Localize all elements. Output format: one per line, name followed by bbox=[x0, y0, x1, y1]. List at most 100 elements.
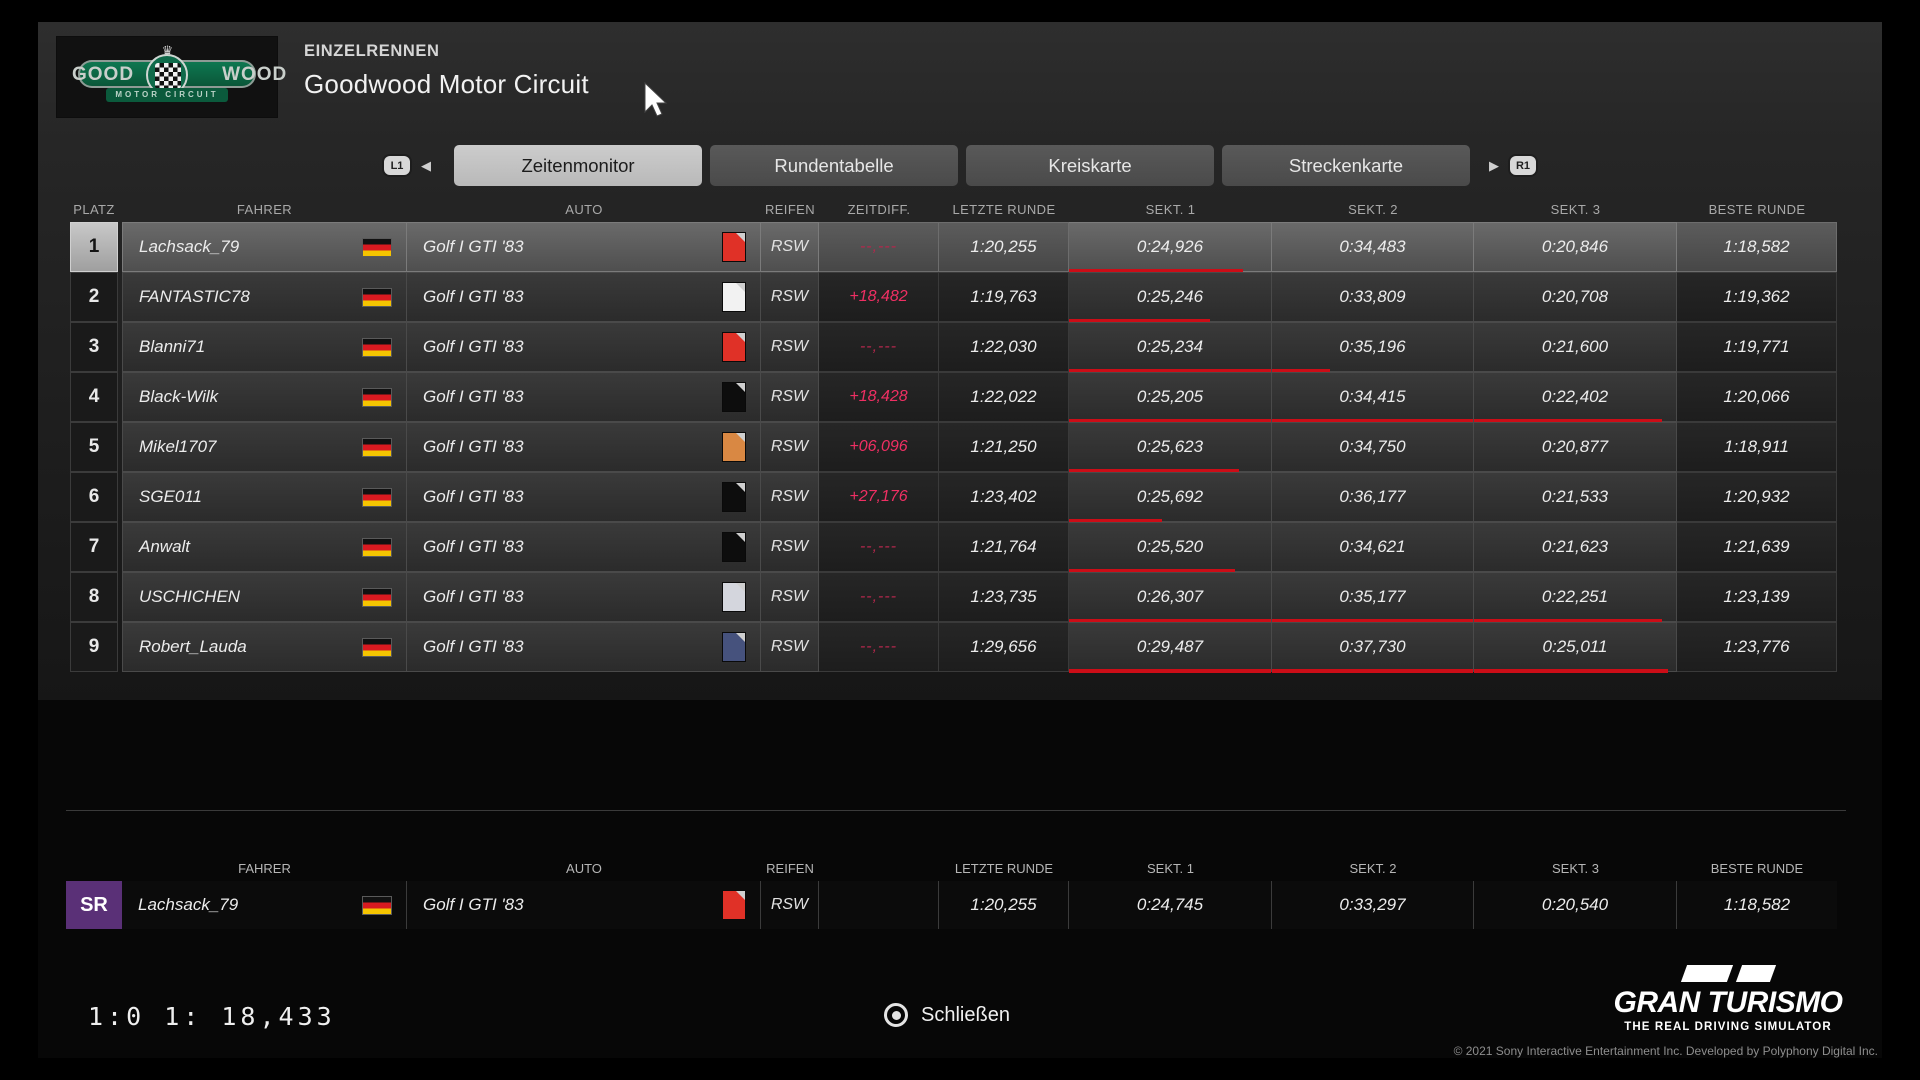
sector-delta-bar bbox=[1069, 419, 1271, 423]
row-best-lap: 1:20,066 bbox=[1677, 372, 1837, 422]
close-button[interactable]: Schließen bbox=[884, 1003, 1010, 1027]
col-platz: PLATZ bbox=[73, 201, 115, 217]
title-block: EINZELRENNEN Goodwood Motor Circuit bbox=[304, 36, 589, 100]
crown-icon: ♛ bbox=[161, 43, 174, 58]
position-badge: 4 bbox=[70, 372, 118, 422]
table-row[interactable]: 9 Robert_Lauda Golf I GTI '83 RSW --,--- 1:29… bbox=[66, 622, 1846, 673]
sector-delta-bar bbox=[1069, 519, 1162, 523]
table-row[interactable]: 4 Black-Wilk Golf I GTI '83 RSW +18,428 1:22,… bbox=[66, 372, 1846, 423]
sector-1-time: 0:25,692 bbox=[1136, 487, 1204, 506]
row-sector-2: 0:34,483 bbox=[1272, 222, 1474, 272]
row-last-lap: 1:23,735 bbox=[939, 572, 1069, 622]
flag-de-icon bbox=[362, 437, 392, 457]
row-sector-3: 0:25,011 bbox=[1474, 622, 1677, 673]
summary-tyre-cell: RSW bbox=[761, 881, 819, 929]
gt-tagline: THE REAL DRIVING SIMULATOR bbox=[1624, 1021, 1832, 1033]
row-position: 7 bbox=[66, 522, 122, 572]
tab-streckenkarte[interactable]: Streckenkarte bbox=[1222, 145, 1470, 186]
row-sector-2: 0:34,621 bbox=[1272, 522, 1474, 572]
row-sector-3: 0:20,846 bbox=[1474, 222, 1677, 272]
sector-2-time: 0:37,730 bbox=[1339, 637, 1406, 656]
row-tyre: RSW bbox=[761, 322, 819, 372]
flag-de-icon bbox=[362, 537, 392, 557]
sum-col-letzte-runde: LETZTE RUNDE bbox=[954, 860, 1054, 876]
sector-delta-bar bbox=[1069, 319, 1211, 323]
row-position: 9 bbox=[66, 622, 122, 672]
flag-de-icon bbox=[362, 637, 392, 657]
row-driver: Lachsack_79 bbox=[122, 222, 407, 272]
car-name: Golf I GTI '83 bbox=[423, 287, 524, 306]
table-row[interactable]: 1 Lachsack_79 Golf I GTI '83 RSW --,--- 1:20,… bbox=[66, 222, 1846, 273]
copyright-text: © 2021 Sony Interactive Entertainment In… bbox=[1453, 1044, 1878, 1058]
summary-s2-cell: 0:33,297 bbox=[1272, 881, 1474, 929]
table-row[interactable]: 6 SGE011 Golf I GTI '83 RSW +27,176 1:23,402 0… bbox=[66, 472, 1846, 523]
sum-col-beste-runde: BESTE RUNDE bbox=[1710, 860, 1804, 876]
driver-name: Blanni71 bbox=[139, 337, 206, 356]
l1-button[interactable]: L1 bbox=[384, 156, 410, 175]
row-position: 2 bbox=[66, 272, 122, 322]
row-position: 1 bbox=[66, 222, 122, 272]
tyre-code: RSW bbox=[770, 388, 809, 405]
sector-1-time: 0:24,926 bbox=[1136, 237, 1204, 256]
last-lap-time: 1:23,402 bbox=[970, 487, 1037, 506]
row-last-lap: 1:20,255 bbox=[939, 222, 1069, 272]
row-tyre: RSW bbox=[761, 222, 819, 272]
row-sector-2: 0:34,415 bbox=[1272, 372, 1474, 423]
driver-name: Anwalt bbox=[139, 537, 191, 556]
table-row[interactable]: 5 Mikel1707 Golf I GTI '83 RSW +06,096 1:21,2… bbox=[66, 422, 1846, 473]
sector-1-time: 0:25,246 bbox=[1136, 287, 1204, 306]
prev-tab-arrow-icon[interactable]: ◀ bbox=[421, 157, 431, 173]
row-driver: Black-Wilk bbox=[122, 372, 407, 422]
sector-3-time: 0:21,533 bbox=[1541, 487, 1609, 506]
table-row[interactable]: 3 Blanni71 Golf I GTI '83 RSW --,--- 1:22,030… bbox=[66, 322, 1846, 373]
table-row[interactable]: 8 USCHICHEN Golf I GTI '83 RSW --,--- 1:23,73… bbox=[66, 572, 1846, 623]
row-sector-2: 0:36,177 bbox=[1272, 472, 1474, 522]
row-tyre: RSW bbox=[761, 622, 819, 672]
gran-turismo-logo: GRAN TURISMO THE REAL DRIVING SIMULATOR bbox=[1613, 965, 1843, 1033]
sector-2-time: 0:33,809 bbox=[1339, 287, 1406, 306]
sector-3-time: 0:21,600 bbox=[1541, 337, 1609, 356]
tab-kreiskarte[interactable]: Kreiskarte bbox=[966, 145, 1214, 186]
car-color-swatch-icon bbox=[722, 582, 746, 612]
lap-clock: 1:0 1: 18,433 bbox=[88, 1002, 336, 1031]
sector-3-time: 0:25,011 bbox=[1542, 637, 1608, 656]
next-tab-arrow-icon[interactable]: ▶ bbox=[1489, 157, 1499, 173]
row-best-lap: 1:21,639 bbox=[1677, 522, 1837, 572]
row-car: Golf I GTI '83 bbox=[407, 572, 761, 622]
summary-driver-name: Lachsack_79 bbox=[138, 895, 239, 914]
row-diff: +18,482 bbox=[819, 272, 939, 322]
flag-de-icon bbox=[362, 587, 392, 607]
sector-2-time: 0:34,621 bbox=[1339, 537, 1406, 556]
r1-button[interactable]: R1 bbox=[1510, 156, 1536, 175]
car-name: Golf I GTI '83 bbox=[423, 387, 524, 406]
sum-col-auto: AUTO bbox=[566, 860, 602, 876]
sector-delta-bar bbox=[1069, 369, 1271, 373]
table-row[interactable]: 7 Anwalt Golf I GTI '83 RSW --,--- 1:21,764 0:… bbox=[66, 522, 1846, 573]
car-name: Golf I GTI '83 bbox=[423, 337, 524, 356]
summary-last-lap-cell: 1:20,255 bbox=[939, 881, 1069, 929]
table-row[interactable]: 2 FANTASTIC78 Golf I GTI '83 RSW +18,482 1:19… bbox=[66, 272, 1846, 323]
best-lap-time: 1:20,932 bbox=[1723, 487, 1790, 506]
flag-de-icon bbox=[362, 387, 392, 407]
row-driver: Blanni71 bbox=[122, 322, 407, 372]
car-name: Golf I GTI '83 bbox=[423, 437, 524, 456]
best-lap-time: 1:23,139 bbox=[1723, 587, 1790, 606]
row-car: Golf I GTI '83 bbox=[407, 222, 761, 272]
row-driver: USCHICHEN bbox=[122, 572, 407, 622]
sr-badge: SR bbox=[66, 881, 122, 929]
tab-zeitenmonitor[interactable]: Zeitenmonitor bbox=[454, 145, 702, 186]
time-difference: --,--- bbox=[859, 588, 898, 605]
sector-delta-bar bbox=[1069, 569, 1235, 573]
sum-col-sekt-3: SEKT. 3 bbox=[1552, 860, 1599, 876]
row-sector-2: 0:34,750 bbox=[1272, 422, 1474, 472]
tab-rundentabelle[interactable]: Rundentabelle bbox=[710, 145, 958, 186]
row-tyre: RSW bbox=[761, 422, 819, 472]
row-sector-1: 0:25,246 bbox=[1069, 272, 1272, 323]
tyre-code: RSW bbox=[770, 438, 809, 455]
sector-3-time: 0:22,402 bbox=[1541, 387, 1609, 406]
row-car: Golf I GTI '83 bbox=[407, 472, 761, 522]
sector-3-time: 0:20,877 bbox=[1541, 437, 1609, 456]
col-letzte-runde: LETZTE RUNDE bbox=[952, 201, 1056, 217]
row-sector-2: 0:37,730 bbox=[1272, 622, 1474, 673]
col-reifen: REIFEN bbox=[764, 201, 816, 217]
